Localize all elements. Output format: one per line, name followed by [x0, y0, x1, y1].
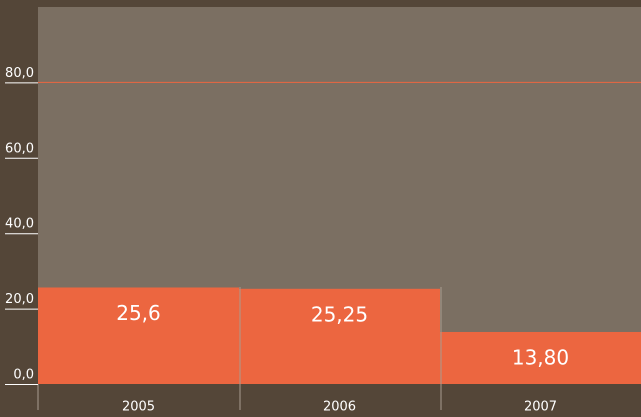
- x-tick-label: 2005: [122, 400, 155, 415]
- y-tick-label: 80,0: [5, 66, 34, 81]
- bar: [239, 288, 440, 384]
- y-tick-label: 20,0: [5, 292, 34, 307]
- y-tick-label: 0,0: [13, 368, 34, 383]
- x-tick-label: 2006: [323, 400, 356, 415]
- y-tick-label: 60,0: [5, 141, 34, 156]
- data-label: 13,80: [512, 345, 569, 369]
- data-label: 25,6: [116, 301, 161, 325]
- x-tick-label: 2007: [524, 400, 557, 415]
- bar: [440, 331, 641, 384]
- data-label: 25,25: [311, 302, 368, 326]
- y-tick-label: 40,0: [5, 217, 34, 232]
- bar: [38, 287, 239, 384]
